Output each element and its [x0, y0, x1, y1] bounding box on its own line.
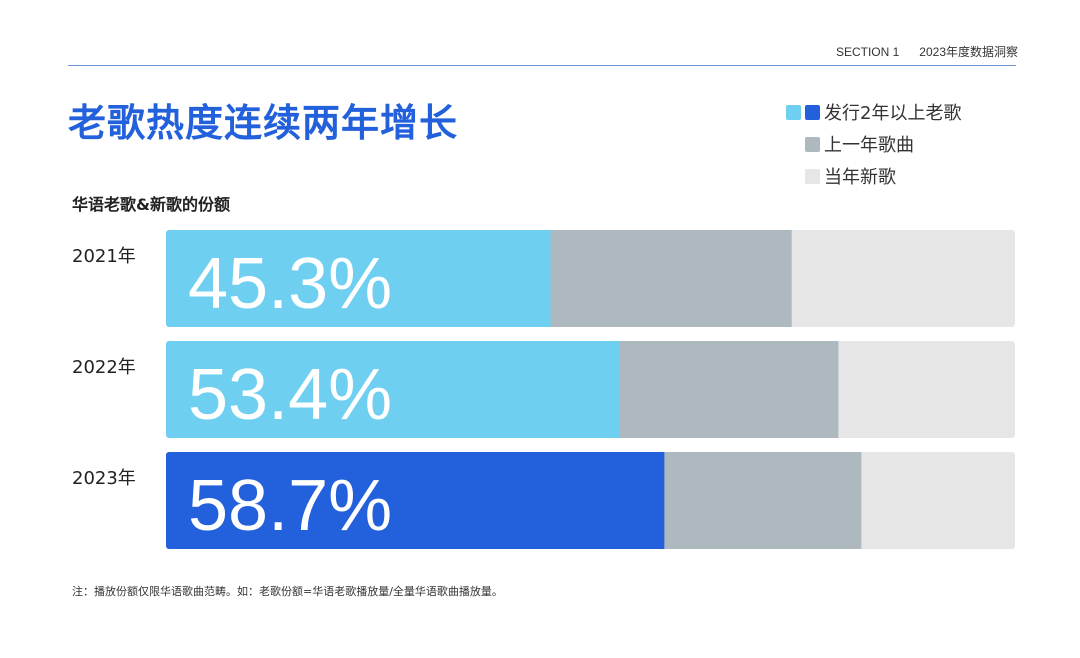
bar-segment [166, 452, 665, 549]
bar-segment [791, 230, 1015, 327]
data-label: 53.4% [188, 355, 392, 435]
header-divider [68, 65, 1016, 66]
data-label: 45.3% [188, 244, 392, 324]
bar-segment [838, 341, 1015, 438]
legend-label: 上一年歌曲 [824, 135, 914, 156]
category-label: 2021年 [72, 246, 136, 267]
legend-item-lastyear: 上一年歌曲 [786, 128, 961, 160]
bar-segment [664, 452, 862, 549]
legend-swatch-light [786, 104, 801, 120]
bar-segment [550, 230, 793, 327]
report-label: 2023年度数据洞察 [919, 45, 1018, 59]
legend-label: 发行2年以上老歌 [824, 103, 962, 124]
section-header: SECTION 1 2023年度数据洞察 [836, 43, 1018, 60]
legend: 发行2年以上老歌 上一年歌曲 当年新歌 [786, 96, 961, 192]
legend-swatch [805, 136, 820, 152]
bar-group [166, 341, 1015, 438]
legend-label: 当年新歌 [824, 167, 896, 188]
legend-item-old: 发行2年以上老歌 [786, 96, 961, 128]
bar-segment [166, 341, 620, 438]
chart-subtitle: 华语老歌&新歌的份额 [72, 195, 230, 214]
section-label: SECTION 1 [835, 45, 900, 59]
bar-group [166, 230, 1015, 327]
bar-segment [166, 230, 552, 327]
legend-swatch-dark [805, 104, 820, 120]
category-label: 2023年 [72, 468, 136, 489]
bar-group [166, 452, 1015, 549]
legend-swatch [805, 168, 820, 184]
category-label: 2022年 [72, 357, 136, 378]
legend-item-new: 当年新歌 [786, 160, 961, 192]
footnote: 注：播放份额仅限华语歌曲范畴。如：老歌份额=华语老歌播放量/全量华语歌曲播放量。 [72, 585, 503, 598]
bar-segment [861, 452, 1015, 549]
data-label: 58.7% [188, 466, 392, 546]
bar-segment [619, 341, 839, 438]
chart-title: 老歌热度连续两年增长 [68, 101, 459, 145]
